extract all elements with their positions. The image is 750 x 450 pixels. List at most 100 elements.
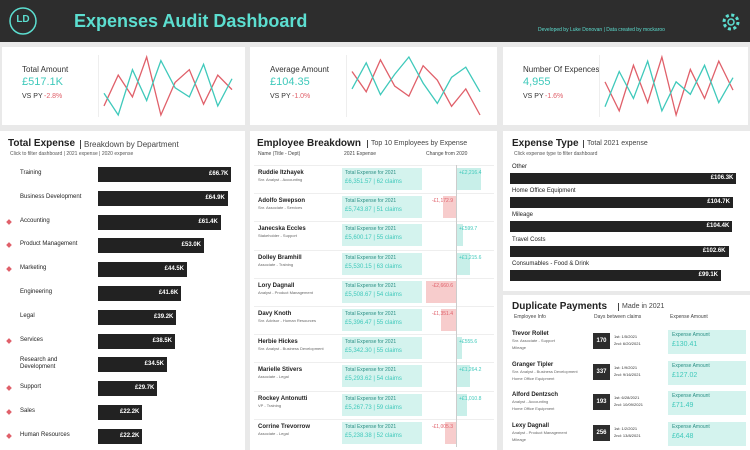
first-date: 1st: 1/2/2021 [614,425,638,431]
bar[interactable] [98,309,177,325]
value-label: £41.6K [158,290,179,296]
category-label[interactable]: Sales [20,408,36,414]
sparkline [98,54,233,118]
change-label: -£1,172.9 [431,198,453,205]
kpi-change: -1.6% [545,93,564,100]
employee-title: Snr. Associate - Services [258,205,303,211]
value-label: £102.6K [702,247,726,254]
employee-title: Associate - Training [258,261,294,267]
category-label[interactable]: Research and Development [20,357,58,371]
bar[interactable] [98,238,204,254]
bar[interactable] [98,428,143,444]
category-label[interactable]: Legal [20,312,35,319]
employee-name[interactable]: Adolfo Swepson [258,198,305,205]
value-label: £44.5K [164,266,184,273]
category-label[interactable]: Training [20,170,42,176]
expense-caption: Total Expense for 2021 [345,282,397,289]
bar[interactable] [510,269,722,281]
bar[interactable] [510,173,737,184]
bar[interactable] [98,357,167,373]
employee-name[interactable]: Dolley Bramhill [258,254,302,261]
settings-icon[interactable] [720,11,742,33]
row-divider [254,221,494,223]
category-label[interactable]: Mileage [512,212,534,219]
amount-caption: Expense Amount [672,362,710,369]
expense-type-panel [503,131,750,291]
expense-caption: Total Expense for 2021 [345,395,397,402]
bar[interactable] [98,286,182,301]
panel-subtitle: Made in 2021 [618,303,664,312]
value-label: £34.5K [144,361,164,368]
change-bar [444,421,456,444]
bar[interactable] [98,214,221,230]
row-divider [254,165,494,166]
category-label[interactable]: Accounting [20,217,50,224]
amount-caption: Expense Amount [672,423,710,430]
row-divider [254,249,494,251]
category-label[interactable]: Other [512,164,528,170]
bar[interactable] [98,333,175,349]
category-label[interactable]: Engineering [20,289,53,295]
expense-value: £5,396.47 | 55 claims [345,320,402,326]
category-label[interactable]: Consumables - Food & Drink [512,260,590,267]
column-header: 2021 Expense [344,151,376,157]
amount-value: £71.49 [672,402,694,409]
change-bar [456,365,471,388]
value-label: £104.4K [706,223,730,230]
bar[interactable] [98,405,143,420]
change-bar [456,168,481,190]
employee-name[interactable]: Davy Knoth [258,311,292,317]
expense-cell [342,280,422,303]
category-label[interactable]: Home Office Equipment [512,188,576,195]
sparkline [599,54,734,118]
expense-cell [342,196,422,219]
sparkline-previous [103,54,233,118]
bar[interactable] [98,190,228,206]
employee-title: Analyst - Accounting [512,399,549,404]
kpi-card [503,47,748,125]
bar[interactable] [98,167,232,182]
dashboard-title: Expenses Audit Dashboard [74,11,308,31]
bar[interactable] [510,245,729,257]
category-label[interactable]: Travel Costs [512,236,546,243]
employee-name[interactable]: Herbie Hickes [258,339,298,346]
row-divider [254,418,494,420]
bar[interactable] [510,221,733,233]
row-divider [254,362,494,364]
bar[interactable] [98,381,158,397]
change-label: +£1,264.2 [459,367,482,374]
employee-name: Alford Dentzsch [512,392,559,398]
kpi-label: Average Amount [270,65,330,74]
employee-name[interactable]: Lory Dagnall [258,282,295,289]
column-header: Employee Info [514,314,546,320]
sparkline [346,55,481,117]
category-label[interactable]: Human Resources [20,431,70,438]
zero-line [456,165,457,447]
bar[interactable] [510,197,733,209]
bar[interactable] [98,262,187,278]
employee-name[interactable]: Ruddie Itzhayek [258,170,304,176]
employee-name[interactable]: Janecska Eccles [258,226,306,233]
category-label[interactable]: Marketing [20,265,47,272]
employee-title: VP - Training [258,402,282,408]
employee-name[interactable]: Corrine Trevorrow [258,423,311,430]
value-label: £53.0K [181,242,201,249]
employee-name[interactable]: Marielle Stivers [258,367,303,374]
category-label[interactable]: Services [20,336,44,343]
second-date: 2nd: 9/16/2021 [614,371,641,377]
expense-category: Home Office Equipment [512,375,555,381]
panel-subtitle: Total 2021 expense [583,140,648,149]
employee-title: Analyst - Product Management [258,289,313,295]
employee-name[interactable]: Rockey Antonutti [258,395,308,402]
change-bar [426,280,456,303]
row-divider [254,334,494,336]
category-label[interactable]: Business Development [20,193,82,200]
change-label: -£2,660.6 [431,282,453,289]
expense-caption: Total Expense for 2021 [345,423,397,430]
category-label[interactable]: Support [20,384,42,391]
days-badge: 337 [593,363,610,380]
panel-note: Click to filter dashboard | 2021 expense… [10,151,134,157]
category-label[interactable]: Product Management [20,241,78,248]
amount-value: £127.02 [672,371,698,379]
